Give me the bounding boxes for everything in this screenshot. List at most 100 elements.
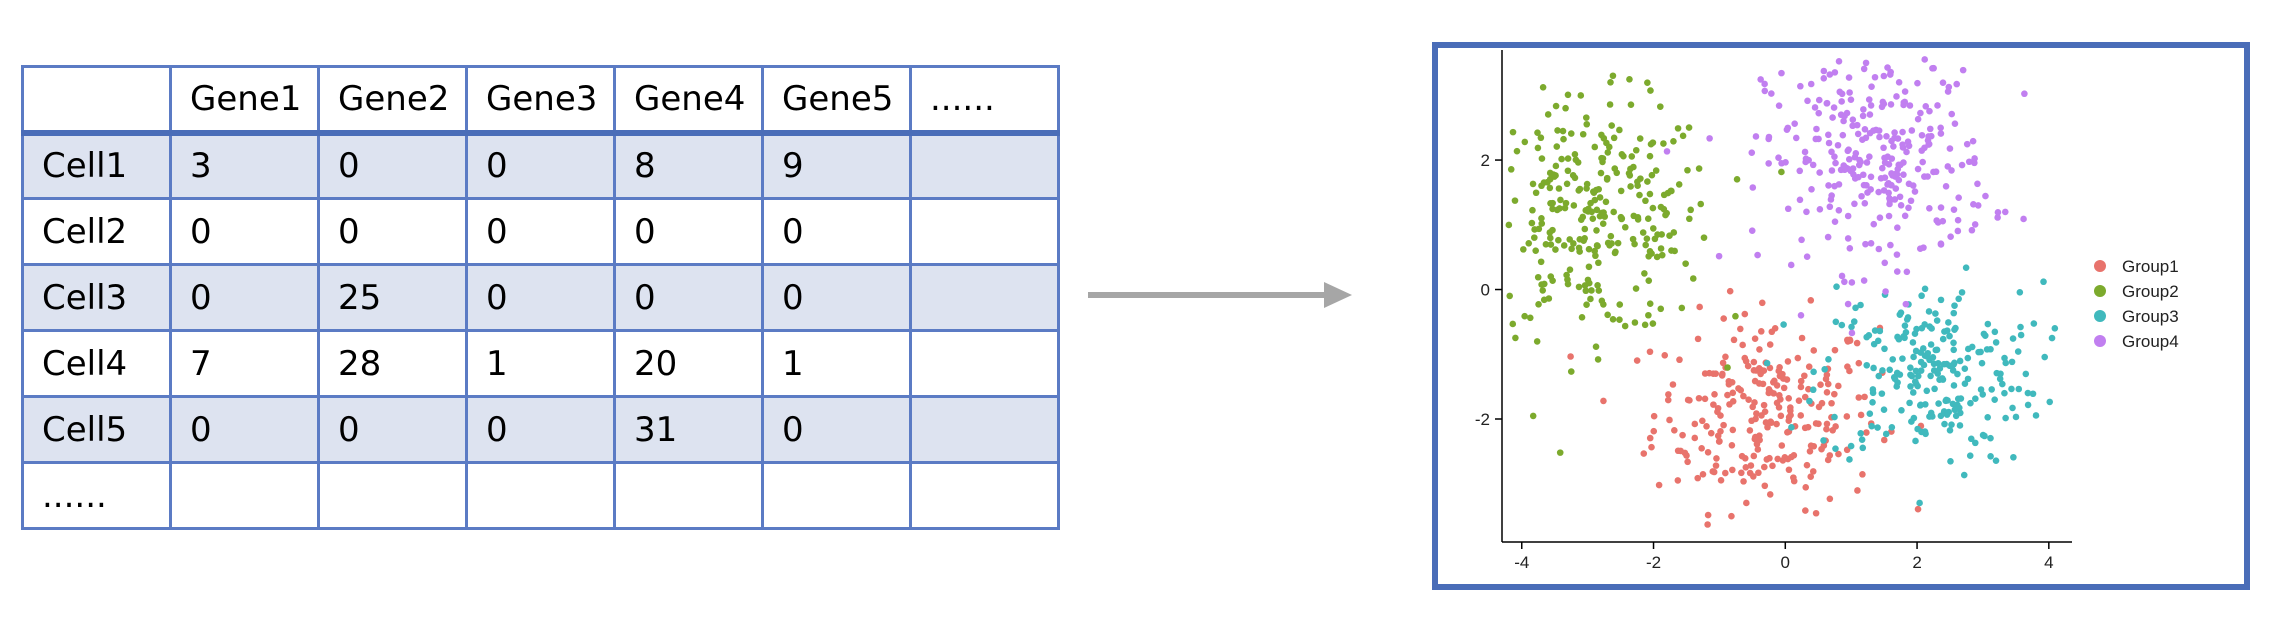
scatter-point-group2 xyxy=(1700,234,1708,241)
scatter-point-group2 xyxy=(1602,198,1610,206)
scatter-point-group1 xyxy=(1681,449,1689,457)
scatter-point-group4 xyxy=(1901,88,1909,95)
scatter-point-group2 xyxy=(1535,301,1542,308)
scatter-point-group4 xyxy=(1835,58,1843,65)
scatter-point-group4 xyxy=(1866,153,1873,161)
scatter-point-group2 xyxy=(1585,263,1593,271)
scatter-point-group4 xyxy=(1844,235,1852,242)
scatter-point-group2 xyxy=(1596,212,1604,220)
scatter-point-group3 xyxy=(1949,367,1957,374)
scatter-point-group3 xyxy=(2002,359,2010,367)
scatter-point-group1 xyxy=(1741,310,1749,318)
scatter-point-group4 xyxy=(1974,180,1981,188)
scatter-point-group3 xyxy=(1858,436,1866,443)
scatter-point-group1 xyxy=(1710,468,1718,476)
scatter-point-group4 xyxy=(1715,252,1723,260)
scatter-point-group2 xyxy=(1610,208,1617,216)
scatter-point-group1 xyxy=(1728,512,1735,520)
scatter-point-group2 xyxy=(1616,126,1623,134)
scatter-point-group3 xyxy=(1914,382,1921,390)
scatter-point-group4 xyxy=(1886,195,1893,202)
scatter-point-group1 xyxy=(1914,505,1922,513)
scatter-point-group4 xyxy=(1840,117,1847,125)
scatter-point-group2 xyxy=(1610,134,1618,142)
scatter-point-group3 xyxy=(1825,356,1832,363)
scatter-point-group3 xyxy=(1939,335,1947,343)
scatter-point-group2 xyxy=(1660,140,1667,147)
scatter-point-group2 xyxy=(1512,334,1519,342)
scatter-point-group2 xyxy=(1598,297,1606,305)
scatter-point-group4 xyxy=(1847,96,1855,103)
scatter-point-group2 xyxy=(1593,227,1600,234)
scatter-point-group3 xyxy=(2022,370,2030,378)
scatter-point-group3 xyxy=(1936,365,1944,372)
scatter-point-group1 xyxy=(1691,434,1699,442)
scatter-point-group3 xyxy=(1992,457,2000,464)
scatter-point-group2 xyxy=(1636,191,1643,199)
matrix-row-label: ...... xyxy=(21,461,172,530)
scatter-point-group2 xyxy=(1587,295,1594,303)
scatter-point-group1 xyxy=(1812,509,1820,517)
scatter-point-group4 xyxy=(1838,272,1846,280)
scatter-point-group2 xyxy=(1558,155,1565,163)
scatter-point-group2 xyxy=(1549,199,1556,207)
matrix-cell: 0 xyxy=(613,263,764,332)
scatter-point-group3 xyxy=(1869,399,1876,406)
scatter-point-group3 xyxy=(1907,364,1914,371)
scatter-point-group1 xyxy=(1717,477,1725,484)
scatter-point-group3 xyxy=(2017,323,2024,331)
scatter-point-group2 xyxy=(1555,185,1563,192)
scatter-point-group2 xyxy=(1556,449,1564,456)
scatter-point-group4 xyxy=(1830,104,1838,111)
scatter-point-group1 xyxy=(1826,495,1834,503)
scatter-point-group4 xyxy=(1860,277,1868,284)
scatter-point-group1 xyxy=(1747,462,1755,469)
scatter-point-group3 xyxy=(2024,389,2032,397)
scatter-point-group4 xyxy=(1811,104,1819,111)
scatter-point-group4 xyxy=(1954,227,1962,235)
scatter-point-group2 xyxy=(1585,245,1593,253)
scatter-point-group2 xyxy=(1547,234,1554,242)
scatter-point-group4 xyxy=(1663,148,1671,155)
scatter-point-group1 xyxy=(1694,474,1702,482)
scatter-point-group3 xyxy=(2001,354,2008,362)
scatter-point-group3 xyxy=(1960,471,1968,479)
scatter-point-group4 xyxy=(1802,158,1809,166)
matrix-cell: 0 xyxy=(465,131,616,200)
scatter-point-group2 xyxy=(1679,132,1687,140)
scatter-point-group1 xyxy=(1713,455,1720,462)
scatter-point-group2 xyxy=(1667,187,1675,195)
scatter-point-group2 xyxy=(1658,251,1666,259)
scatter-point-group1 xyxy=(1674,477,1682,484)
scatter-point-group4 xyxy=(1860,106,1867,113)
scatter-point-group4 xyxy=(1876,214,1884,222)
scatter-point-group2 xyxy=(1567,130,1575,137)
scatter-point-group3 xyxy=(2008,358,2016,366)
scatter-point-group1 xyxy=(1729,426,1737,434)
scatter-point-group4 xyxy=(1868,83,1875,90)
scatter-point-group2 xyxy=(1545,295,1553,302)
scatter-point-group2 xyxy=(1660,191,1668,199)
matrix-cell: 1 xyxy=(465,329,616,398)
scatter-point-group2 xyxy=(1575,244,1583,252)
scatter-point-group3 xyxy=(1899,355,1906,362)
scatter-point-group3 xyxy=(1929,413,1936,420)
scatter-point-group1 xyxy=(1797,377,1805,385)
scatter-point-group4 xyxy=(1939,79,1947,86)
scatter-point-group2 xyxy=(1604,311,1611,319)
scatter-point-group3 xyxy=(1952,324,1959,332)
scatter-point-group1 xyxy=(1755,469,1762,477)
scatter-point-group1 xyxy=(1750,367,1758,374)
scatter-point-group3 xyxy=(1809,386,1817,394)
scatter-point-group1 xyxy=(1655,481,1663,489)
scatter-point-group2 xyxy=(1552,102,1560,110)
scatter-point-group3 xyxy=(1941,420,1948,428)
matrix-row: Cell1 3 0 0 8 9 xyxy=(21,131,1060,200)
scatter-point-group1 xyxy=(1773,420,1780,428)
x-tick-label: 4 xyxy=(2044,553,2053,572)
scatter-point-group1 xyxy=(1843,413,1851,420)
scatter-point-group4 xyxy=(1899,141,1906,148)
matrix-cell: 0 xyxy=(169,263,320,332)
scatter-point-group1 xyxy=(1750,452,1758,460)
scatter-point-group3 xyxy=(1999,380,2006,388)
